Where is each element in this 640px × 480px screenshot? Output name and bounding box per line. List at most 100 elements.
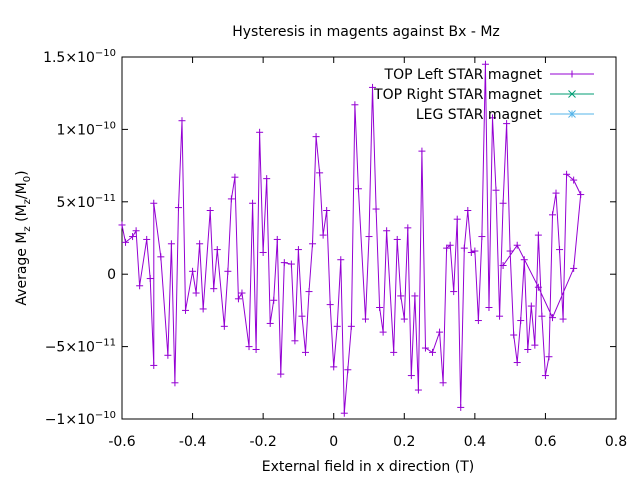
data-point (206, 206, 214, 214)
legend: TOP Left STAR magnet TOP Right STAR magne… (373, 67, 594, 123)
data-point (489, 114, 496, 122)
data-point (270, 296, 278, 304)
data-point (227, 195, 235, 203)
data-point (559, 315, 567, 323)
data-point (510, 331, 518, 339)
data-point (492, 186, 500, 194)
data-point (568, 90, 576, 98)
data-point (196, 240, 204, 248)
data-point (418, 147, 426, 155)
data-point (298, 312, 306, 320)
data-point (457, 403, 465, 411)
data-point (238, 289, 246, 297)
data-point (171, 379, 179, 387)
data-point (305, 288, 313, 296)
x-tick-label: 0.8 (605, 434, 627, 450)
data-point (263, 175, 271, 183)
data-point (439, 379, 447, 387)
data-point (513, 241, 521, 249)
data-point (478, 233, 486, 241)
data-point (224, 267, 232, 275)
data-point (460, 244, 468, 252)
data-point (178, 117, 186, 125)
data-point (485, 304, 493, 312)
y-axis: −1×10−10 −5×10−11 0 5×10−11 1×10−10 1.5×10−10 (43, 48, 616, 428)
data-point (220, 322, 228, 330)
data-point (520, 256, 528, 264)
x-axis: -0.6 -0.4 -0.2 0 0.2 0.4 0.6 0.8 (108, 57, 627, 450)
data-point (344, 366, 352, 374)
y-tick-label: 0 (107, 267, 116, 283)
data-point (383, 227, 391, 235)
data-point (122, 238, 130, 246)
data-point (129, 233, 137, 241)
data-point (245, 343, 253, 351)
data-point (294, 246, 302, 254)
series-line-0 (121, 64, 582, 414)
data-point (277, 370, 285, 378)
x-tick-label: 0.6 (534, 434, 556, 450)
data-point (577, 191, 585, 199)
legend-label: TOP Right STAR magnet (373, 87, 542, 103)
y-tick-label: 5×10−11 (56, 193, 116, 211)
data-point (132, 227, 140, 235)
data-point (538, 312, 546, 320)
data-point (471, 247, 479, 255)
data-point (316, 169, 324, 177)
data-point (361, 315, 369, 323)
data-point (340, 409, 348, 417)
data-point (527, 302, 535, 310)
data-point (453, 215, 461, 223)
data-point (541, 372, 549, 380)
data-point (319, 231, 327, 239)
data-point (379, 328, 387, 336)
data-point (266, 319, 274, 327)
data-point (421, 344, 429, 352)
data-point (210, 285, 218, 293)
x-tick-label: -0.4 (179, 434, 206, 450)
data-point (369, 83, 377, 91)
data-point (570, 264, 578, 272)
data-point (347, 322, 355, 330)
y-axis-label: Average Mz (Mz/M0) (14, 170, 33, 305)
data-point (534, 283, 542, 291)
data-point (287, 260, 295, 268)
chart-title: Hysteresis in magents against Bx - Mz (232, 24, 500, 40)
data-point (481, 60, 489, 68)
data-point (146, 275, 154, 283)
data-point (496, 312, 504, 320)
data-point (548, 314, 556, 322)
data-point (365, 233, 373, 241)
y-tick-label: 1×10−10 (56, 120, 116, 138)
data-point (167, 240, 175, 248)
data-point (400, 315, 408, 323)
data-point (252, 345, 260, 353)
data-point (568, 110, 576, 118)
data-point (506, 247, 514, 255)
data-point (548, 211, 556, 219)
data-point (517, 317, 525, 325)
data-point (552, 189, 560, 197)
data-point (414, 386, 422, 394)
y-tick-label: 1.5×10−10 (43, 48, 116, 66)
data-point (330, 363, 338, 371)
data-point (443, 244, 451, 252)
data-point (213, 246, 221, 254)
data-point (301, 348, 309, 356)
data-point (326, 301, 334, 309)
data-point (556, 246, 564, 254)
data-point (150, 361, 158, 369)
data-point (534, 231, 542, 239)
legend-label: TOP Left STAR magnet (384, 67, 543, 83)
data-point (531, 341, 539, 349)
data-point (291, 337, 299, 345)
data-point (354, 185, 362, 193)
data-point (404, 224, 412, 232)
data-point (174, 204, 182, 212)
data-point (312, 133, 320, 141)
data-point (143, 235, 151, 243)
data-point (376, 304, 384, 312)
x-tick-label: -0.6 (108, 434, 135, 450)
data-point (407, 372, 415, 380)
data-point (157, 253, 165, 261)
